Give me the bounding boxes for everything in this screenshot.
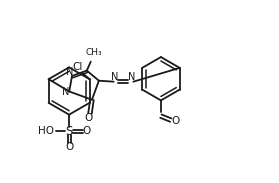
Text: HO: HO bbox=[39, 126, 54, 136]
Text: N: N bbox=[66, 67, 74, 77]
Text: O: O bbox=[172, 116, 180, 126]
Text: CH₃: CH₃ bbox=[85, 48, 102, 57]
Text: N: N bbox=[111, 72, 118, 82]
Text: O: O bbox=[65, 142, 73, 152]
Text: S: S bbox=[65, 125, 73, 138]
Text: O: O bbox=[85, 113, 93, 124]
Text: N: N bbox=[62, 87, 69, 98]
Text: N: N bbox=[128, 72, 135, 82]
Text: Cl: Cl bbox=[73, 62, 83, 72]
Text: O: O bbox=[83, 126, 91, 136]
